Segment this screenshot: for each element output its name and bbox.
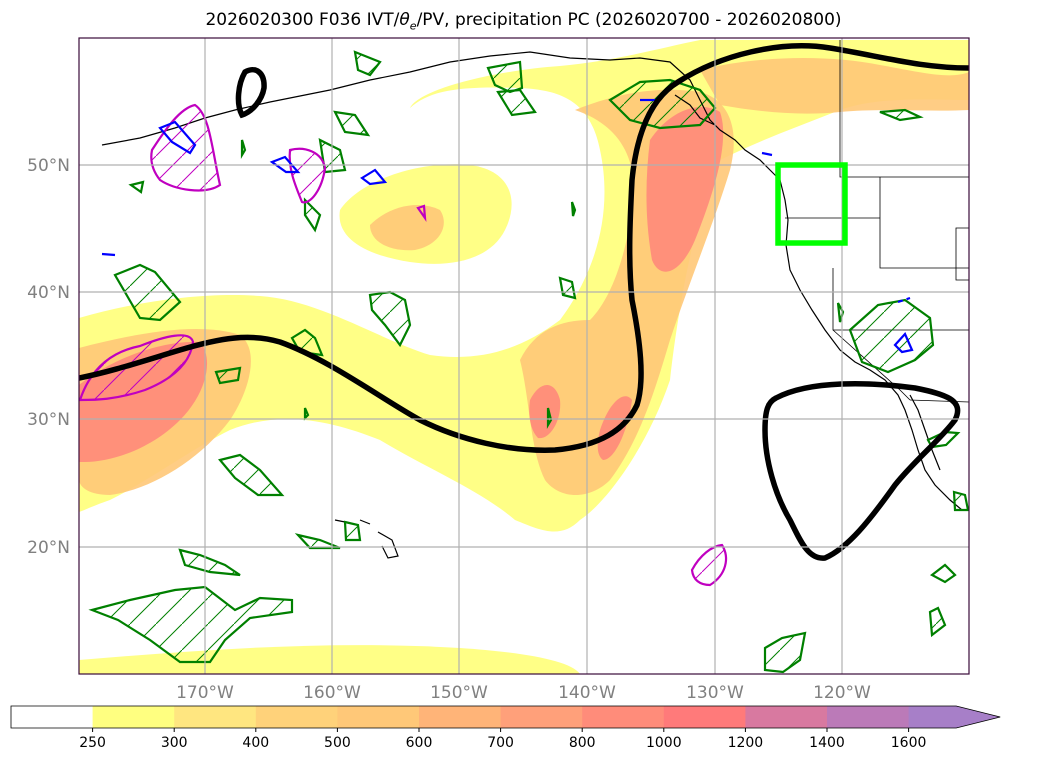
colorbar-segment: [827, 706, 910, 728]
magenta-contours: [79, 103, 728, 587]
lon-label-130w: 130°W: [686, 683, 744, 703]
lon-label-160w: 160°W: [303, 683, 361, 703]
colorbar-tick-label: 700: [487, 735, 514, 751]
lat-label-50: 50°N: [27, 156, 70, 176]
colorbar-segment: [908, 706, 1001, 728]
latitude-labels: 50°N 40°N 30°N 20°N: [27, 156, 70, 558]
map-frame: [78, 37, 970, 675]
colorbar-tick-label: 1200: [728, 735, 764, 751]
colorbar: 250 300 400 500 600 700 800 1000 1200 1400 1600: [10, 705, 1001, 751]
title-theta-sub: e: [409, 19, 417, 33]
colorbar-tick-label: 300: [161, 735, 188, 751]
map-title: 2026020300 F036 IVT/θe/PV, precipitation…: [0, 10, 1047, 32]
colorbar-tick-label: 1600: [891, 735, 927, 751]
colorbar-tick-label: 1000: [646, 735, 682, 751]
colorbar-segment: [255, 706, 338, 728]
colorbar-segment: [582, 706, 665, 728]
map-contents: [79, 38, 969, 674]
colorbar-segment: [500, 706, 583, 728]
colorbar-segment: [337, 706, 420, 728]
lon-label-140w: 140°W: [558, 683, 616, 703]
title-prefix: 2026020300 F036 IVT/: [205, 10, 400, 30]
colorbar-segment: [92, 706, 175, 728]
colorbar-tick-label: 1400: [809, 735, 845, 751]
longitude-labels: 170°W 160°W 150°W 140°W 130°W 120°W: [176, 683, 871, 703]
colorbar-tick-label: 250: [79, 735, 106, 751]
precip-pc-negative: [101, 98, 914, 354]
lat-label-40: 40°N: [27, 283, 70, 303]
lat-label-20: 20°N: [27, 538, 70, 558]
target-region-box: [775, 162, 848, 246]
colorbar-tick-label: 500: [324, 735, 351, 751]
colorbar-tick-label: 400: [242, 735, 269, 751]
lat-label-30: 30°N: [27, 410, 70, 430]
colorbar-segment: [11, 706, 94, 728]
colorbar-segment: [419, 706, 502, 728]
colorbar-tick-label: 600: [406, 735, 433, 751]
colorbar-segment: [663, 706, 746, 728]
lon-label-170w: 170°W: [176, 683, 234, 703]
political-borders: [785, 40, 969, 403]
colorbar-segment: [174, 706, 257, 728]
lon-label-150w: 150°W: [430, 683, 488, 703]
colorbar-tick-label: 800: [569, 735, 596, 751]
title-theta: θ: [399, 10, 410, 30]
title-suffix: /PV, precipitation PC (2026020700 - 2026…: [416, 10, 842, 30]
colorbar-outline: [10, 705, 1001, 729]
pv-contour: [79, 43, 969, 561]
lon-label-120w: 120°W: [813, 683, 871, 703]
colorbar-segment: [745, 706, 828, 728]
